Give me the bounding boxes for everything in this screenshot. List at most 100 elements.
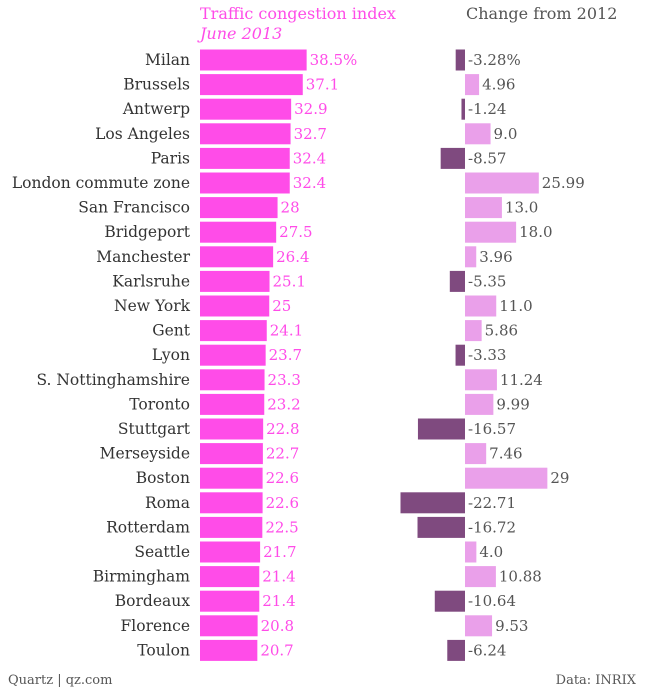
change-value-label: -1.24	[468, 100, 506, 118]
city-label: Merseyside	[100, 445, 190, 463]
index-bar	[200, 172, 290, 194]
index-bar	[200, 418, 264, 440]
change-value-label: 9.53	[495, 617, 528, 635]
city-label: S. Nottinghamshire	[36, 371, 190, 389]
index-bar	[200, 74, 303, 96]
change-value-label: 4.96	[482, 76, 515, 94]
change-value-label: -8.57	[468, 149, 506, 167]
change-bar-positive	[465, 615, 493, 637]
index-bar	[200, 590, 260, 612]
change-bar-negative	[455, 344, 465, 366]
change-value-label: -16.72	[468, 518, 516, 536]
change-value-label: 18.0	[519, 223, 552, 241]
index-value-label: 22.6	[266, 469, 299, 487]
index-bar	[200, 639, 258, 661]
change-bar-negative	[417, 516, 465, 538]
change-value-label: -16.57	[468, 420, 516, 438]
city-label: Rotterdam	[106, 518, 190, 536]
change-value-label: 5.86	[485, 322, 518, 340]
city-label: Milan	[145, 51, 190, 69]
city-label: Antwerp	[122, 100, 190, 118]
index-bar	[200, 320, 267, 342]
index-value-label: 23.7	[269, 346, 302, 364]
index-panel-subtitle: June 2013	[197, 24, 282, 43]
city-label: Bordeaux	[115, 592, 190, 610]
city-label: Paris	[151, 149, 190, 167]
city-label: Toronto	[129, 395, 190, 413]
city-label: Boston	[136, 469, 190, 487]
index-value-label: 21.4	[262, 568, 295, 586]
city-label: Toulon	[137, 641, 190, 659]
change-bar-negative	[449, 270, 465, 292]
index-value-label: 25	[272, 297, 291, 315]
change-value-label: 9.99	[496, 395, 529, 413]
change-bar-positive	[465, 172, 539, 194]
change-bar-positive	[465, 197, 502, 219]
index-value-label: 22.6	[266, 494, 299, 512]
index-bar	[200, 147, 290, 169]
index-value-label: 32.7	[294, 125, 327, 143]
change-value-label: -3.28%	[468, 51, 521, 69]
change-value-label: 11.0	[499, 297, 532, 315]
change-bar-positive	[465, 74, 480, 96]
change-bar-positive	[465, 443, 487, 465]
index-bar	[200, 49, 307, 71]
index-bar	[200, 516, 263, 538]
index-value-label: 38.5%	[310, 51, 358, 69]
index-bar	[200, 197, 278, 219]
city-label: New York	[114, 297, 191, 315]
change-value-label: 10.88	[499, 568, 542, 586]
index-bar	[200, 98, 292, 120]
change-value-label: 29	[550, 469, 569, 487]
index-value-label: 25.1	[273, 272, 306, 290]
city-label: Birmingham	[93, 568, 191, 586]
change-value-label: -3.33	[468, 346, 506, 364]
change-bar-negative	[455, 49, 465, 71]
index-value-label: 22.5	[265, 518, 298, 536]
index-value-label: 24.1	[270, 322, 303, 340]
index-value-label: 32.4	[293, 149, 326, 167]
change-bar-negative	[461, 98, 465, 120]
index-value-label: 32.4	[293, 174, 326, 192]
change-bar-positive	[465, 566, 496, 588]
city-label: Brussels	[123, 76, 190, 94]
change-bar-positive	[465, 246, 477, 268]
index-bar	[200, 246, 274, 268]
change-bar-positive	[465, 123, 491, 145]
change-bar-positive	[465, 541, 477, 563]
change-panel-title: Change from 2012	[466, 4, 617, 23]
change-bar-positive	[465, 295, 497, 317]
chart-rows: Milan 38.5% -3.28% Brussels 37.1 4.96 Antwerp 3…	[12, 49, 585, 661]
change-value-label: -10.64	[468, 592, 516, 610]
index-bar	[200, 467, 263, 489]
change-value-label: 4.0	[479, 543, 503, 561]
change-bar-positive	[465, 467, 548, 489]
index-bar	[200, 295, 270, 317]
change-bar-positive	[465, 393, 494, 415]
city-label: Seattle	[134, 543, 190, 561]
change-bar-negative	[447, 639, 465, 661]
index-value-label: 37.1	[306, 76, 339, 94]
change-value-label: -6.24	[468, 641, 506, 659]
index-value-label: 23.2	[267, 395, 300, 413]
index-value-label: 22.7	[266, 445, 299, 463]
index-bar	[200, 566, 260, 588]
city-label: Lyon	[152, 346, 190, 364]
change-bar-negative	[440, 147, 465, 169]
index-value-label: 28	[281, 199, 300, 217]
change-value-label: 7.46	[489, 445, 522, 463]
change-value-label: 11.24	[500, 371, 543, 389]
index-bar	[200, 221, 277, 243]
index-value-label: 27.5	[279, 223, 312, 241]
index-bar	[200, 393, 265, 415]
index-bar	[200, 443, 263, 465]
city-label: Los Angeles	[95, 125, 190, 143]
index-bar	[200, 123, 291, 145]
index-value-label: 20.7	[260, 641, 293, 659]
index-value-label: 23.3	[268, 371, 301, 389]
index-bar	[200, 344, 266, 366]
change-value-label: -5.35	[468, 272, 506, 290]
change-value-label: -22.71	[468, 494, 516, 512]
index-value-label: 20.8	[261, 617, 294, 635]
